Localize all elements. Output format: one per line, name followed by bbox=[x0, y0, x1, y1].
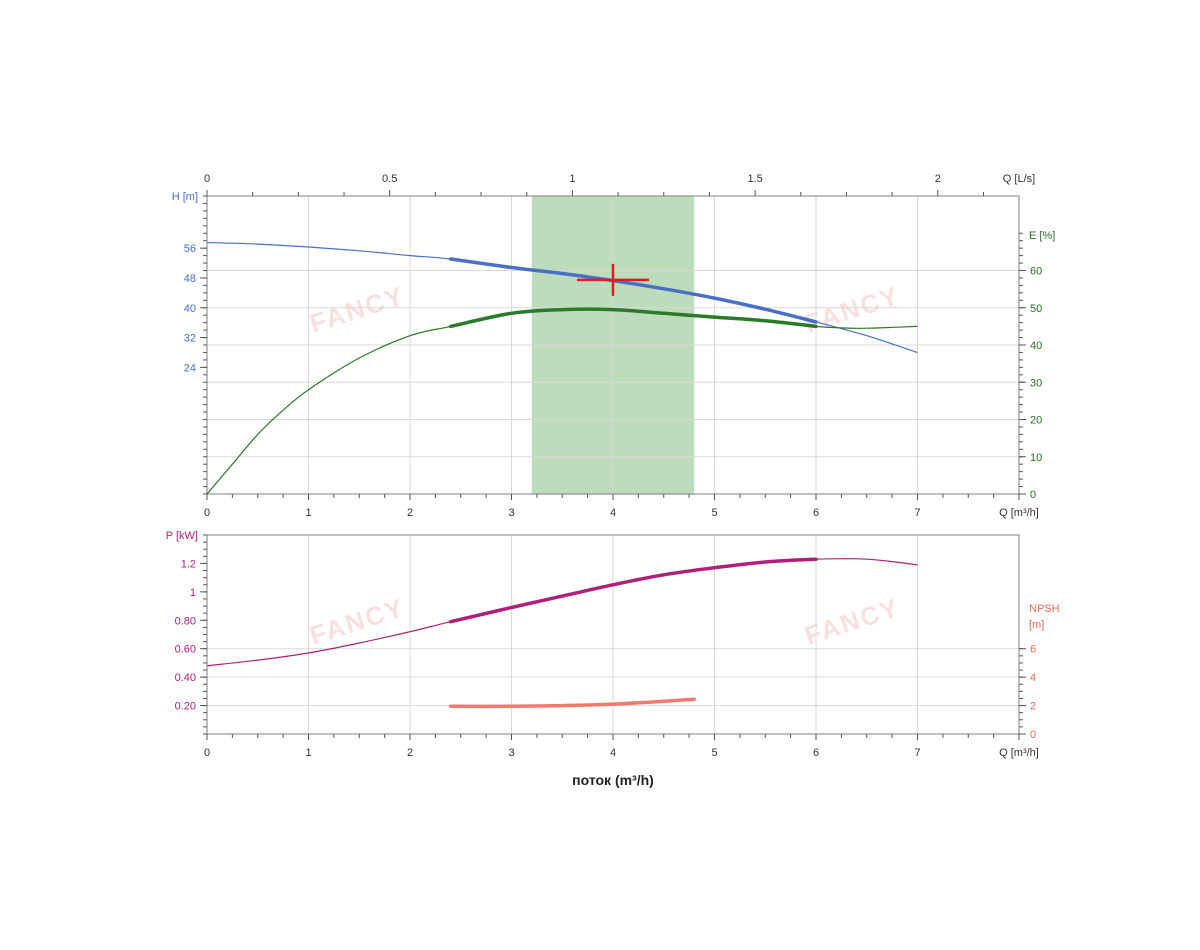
y2-tick-label: 60 bbox=[1030, 266, 1042, 278]
y-tick-label: 24 bbox=[184, 362, 196, 374]
x-axis-title: поток (m³/h) bbox=[572, 772, 654, 788]
y2-tick-label: 6 bbox=[1030, 644, 1036, 656]
y-tick-label: 32 bbox=[184, 333, 196, 345]
watermark-logo: FANCY bbox=[306, 592, 409, 651]
y-tick-label: 40 bbox=[184, 303, 196, 315]
y-axis-label: H [m] bbox=[172, 191, 198, 203]
y-tick-label: 1.2 bbox=[181, 558, 196, 570]
y2-tick-label: 50 bbox=[1030, 303, 1042, 315]
x-tick-label: 1 bbox=[305, 747, 311, 759]
y-tick-label: 0.60 bbox=[175, 644, 196, 656]
x-axis-label: Q [m³/h] bbox=[999, 507, 1039, 519]
series-bold-0 bbox=[448, 557, 818, 624]
x-tick-label: 4 bbox=[610, 747, 616, 759]
x-tick-label: 7 bbox=[914, 507, 920, 519]
y2-tick-label: 40 bbox=[1030, 340, 1042, 352]
y2-tick-label: 0 bbox=[1030, 729, 1036, 741]
x-tick-label: 6 bbox=[813, 747, 819, 759]
x-tick-label: 2 bbox=[407, 507, 413, 519]
y-tick-label: 0.80 bbox=[175, 615, 196, 627]
x-tick-label: 5 bbox=[711, 747, 717, 759]
x2-tick-label: 0.5 bbox=[382, 173, 397, 185]
x-tick-label: 3 bbox=[508, 507, 514, 519]
x-tick-label: 6 bbox=[813, 507, 819, 519]
series-bold-1 bbox=[448, 307, 818, 329]
x-tick-label: 7 bbox=[914, 747, 920, 759]
x-tick-label: 0 bbox=[204, 507, 210, 519]
x2-tick-label: 1.5 bbox=[747, 173, 762, 185]
power-npsh-plot: 0 1 2 3 4 5 6 7 Q [m³/h] 0.20 0.40 0.60 0.80 1 1.2 P [k… bbox=[166, 530, 1060, 759]
watermark-logo: FANCY bbox=[306, 280, 409, 339]
y2-tick-label: 30 bbox=[1030, 377, 1042, 389]
x-tick-label: 1 bbox=[305, 507, 311, 519]
x-tick-label: 2 bbox=[407, 747, 413, 759]
y-tick-label: 0.20 bbox=[175, 701, 196, 713]
y-tick-label: 48 bbox=[184, 273, 196, 285]
y2-tick-label: 4 bbox=[1030, 672, 1036, 684]
y-tick-label: 0.40 bbox=[175, 672, 196, 684]
x-tick-label: 3 bbox=[508, 747, 514, 759]
y2-tick-label: 20 bbox=[1030, 415, 1042, 427]
x-axis-label: Q [m³/h] bbox=[999, 747, 1039, 759]
y-tick-label: 56 bbox=[184, 243, 196, 255]
x2-tick-label: 0 bbox=[204, 173, 210, 185]
x2-axis-label: Q [L/s] bbox=[1003, 173, 1035, 185]
y2-axis-label: NPSH bbox=[1029, 603, 1060, 615]
y2-axis-label: E [%] bbox=[1029, 230, 1055, 242]
y-tick-label: 1 bbox=[190, 587, 196, 599]
y-axis-label: P [kW] bbox=[166, 530, 198, 542]
x-tick-label: 5 bbox=[711, 507, 717, 519]
y2-axis-unit: [m] bbox=[1029, 619, 1044, 631]
series-bold-1 bbox=[448, 697, 696, 709]
y2-tick-label: 10 bbox=[1030, 452, 1042, 464]
x2-tick-label: 1 bbox=[569, 173, 575, 185]
x-tick-label: 4 bbox=[610, 507, 616, 519]
x-tick-label: 0 bbox=[204, 747, 210, 759]
x2-tick-label: 2 bbox=[935, 173, 941, 185]
y2-tick-label: 0 bbox=[1030, 489, 1036, 501]
series-bold-0 bbox=[448, 257, 818, 324]
y2-tick-label: 2 bbox=[1030, 701, 1036, 713]
